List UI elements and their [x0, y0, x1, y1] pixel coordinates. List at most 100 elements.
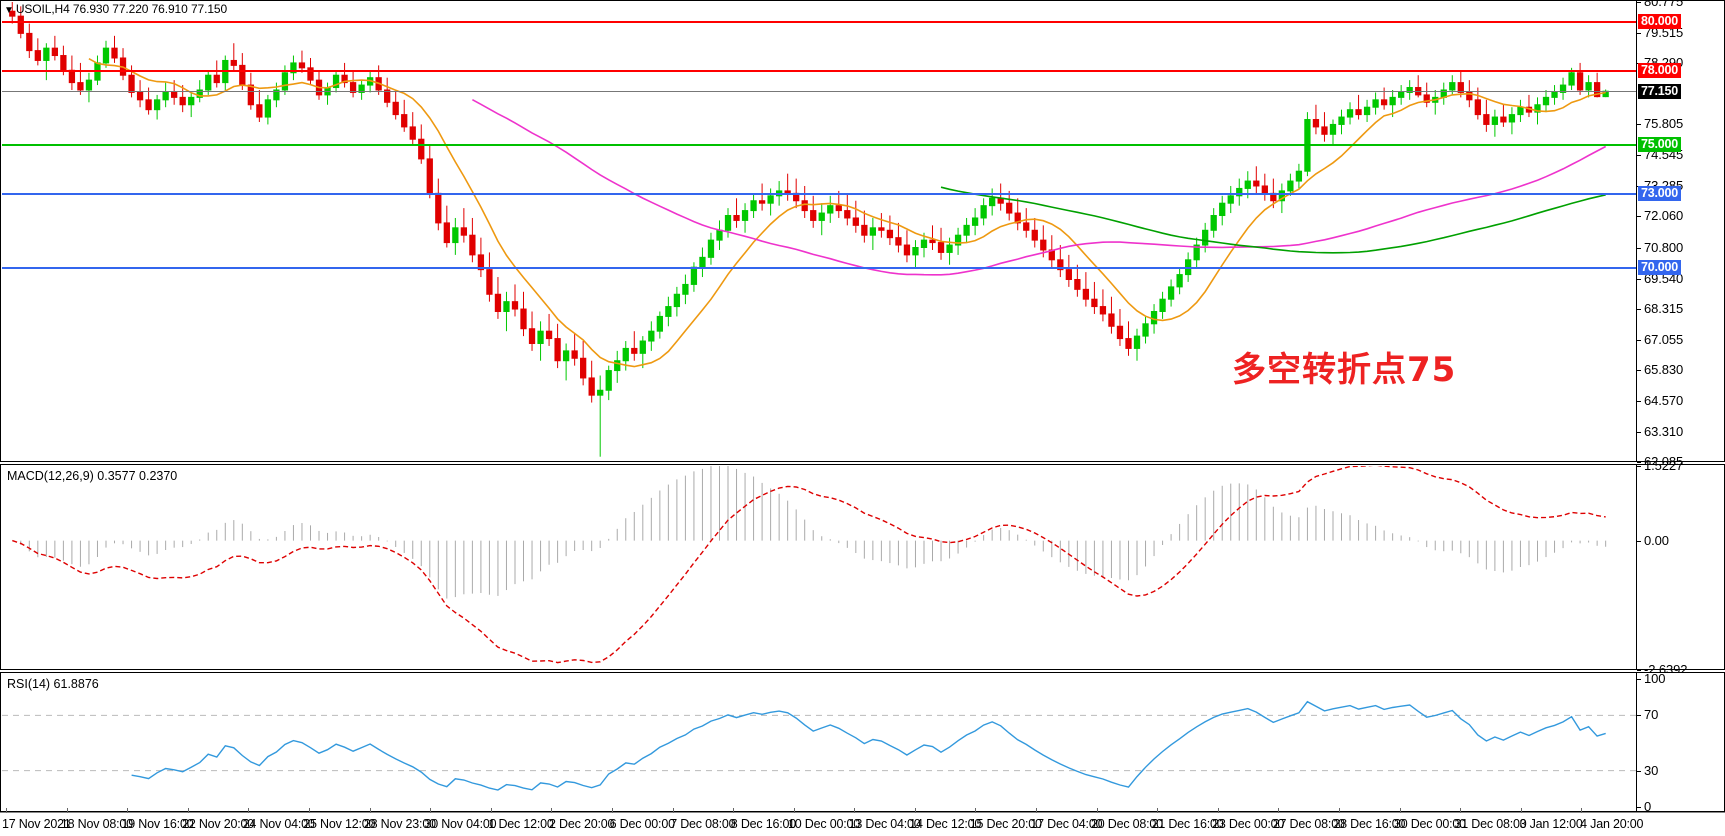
symbol-header: ▼ USOIL,H4 76.930 77.220 76.910 77.150 — [4, 2, 227, 16]
price-level-badge-pivot[interactable]: 75.000 — [1638, 137, 1682, 153]
price-axis-tick: 74.545 — [1637, 147, 1725, 162]
time-axis-tick-label: 23 Dec 00:00 — [1212, 817, 1285, 831]
price-level-line-support[interactable] — [2, 193, 1636, 196]
macd-plot-area[interactable] — [2, 466, 1636, 668]
price-axis-tick-label: 63.310 — [1644, 423, 1684, 439]
price-axis-tick-label: 67.055 — [1644, 331, 1684, 347]
price-axis-tick: 72.060 — [1637, 208, 1725, 223]
price-level-badge-current-price[interactable]: 77.150 — [1638, 84, 1682, 100]
macd-panel[interactable]: 1.5227 0.00 -2.6392 MACD(12,26,9) 0.3577 0… — [0, 458, 1725, 677]
time-axis-tick-mark — [1036, 808, 1038, 813]
time-axis-tick-mark — [187, 808, 189, 813]
triangle-down-icon[interactable]: ▼ — [4, 5, 14, 16]
price-chart-panel[interactable]: 80.77579.51578.29075.80574.54573.28572.0… — [0, 0, 1725, 469]
rsi-axis-tick-label: 30 — [1644, 762, 1659, 778]
time-axis[interactable]: 17 Nov 2021 18 Nov 08:00 19 Nov 16:00 22 No… — [0, 808, 1725, 836]
macd-axis-tick-label: 1.5227 — [1644, 458, 1684, 473]
price-axis-tick-label: 64.570 — [1644, 392, 1684, 408]
rsi-plot-area[interactable] — [2, 674, 1636, 810]
price-level-badge-resistance[interactable]: 78.000 — [1638, 63, 1682, 79]
time-axis-tick-label: 4 Jan 20:00 — [1580, 817, 1644, 831]
time-axis-tick-label: 28 Dec 16:00 — [1333, 817, 1406, 831]
rsi-axis-tick: 100 — [1637, 671, 1725, 686]
time-axis-tick-label: 25 Nov 12:00 — [303, 817, 376, 831]
price-axis-tick-label: 75.805 — [1644, 116, 1684, 132]
rsi-axis-tick: 30 — [1637, 763, 1725, 778]
price-level-line-support[interactable] — [2, 267, 1636, 270]
price-level-line-pivot[interactable] — [2, 144, 1636, 147]
rsi-axis-tick: 70 — [1637, 707, 1725, 722]
macd-axis-tick: 0.00 — [1637, 533, 1725, 548]
rsi-header: RSI(14) 61.8876 — [7, 677, 99, 691]
time-axis-tick-label: 1 Dec 12:00 — [488, 817, 554, 831]
price-axis[interactable]: 80.77579.51578.29075.80574.54573.28572.0… — [1636, 0, 1725, 469]
rsi-series-svg — [2, 700, 1636, 791]
rsi-panel[interactable]: 100 70 30 0 RSI(14) 61.8876 — [0, 671, 1725, 814]
price-level-line-resistance[interactable] — [2, 21, 1636, 24]
time-axis-tick-mark — [1581, 808, 1583, 813]
time-axis-tick-label: 10 Dec 00:00 — [788, 817, 860, 831]
price-axis-tick: 65.830 — [1637, 362, 1725, 377]
time-axis-tick-mark — [430, 808, 432, 813]
time-axis-tick-label: 2 Dec 20:00 — [549, 817, 615, 831]
price-plot-area[interactable] — [2, 2, 1636, 460]
price-axis-tick: 67.055 — [1637, 332, 1725, 347]
time-axis-tick-label: 24 Nov 04:00 — [242, 817, 315, 831]
symbol-header-text: USOIL,H4 76.930 77.220 76.910 77.150 — [15, 2, 228, 16]
price-axis-tick: 75.805 — [1637, 116, 1725, 131]
price-axis-tick-label: 65.830 — [1644, 361, 1684, 377]
price-axis-tick: 79.515 — [1637, 25, 1725, 40]
time-axis-tick-mark — [1096, 808, 1098, 813]
time-axis-tick-label: 30 Nov 04:00 — [424, 817, 497, 831]
time-axis-tick-mark — [1278, 808, 1280, 813]
time-axis-tick-mark — [248, 808, 250, 813]
price-axis-tick: 64.570 — [1637, 393, 1725, 408]
time-axis-tick-mark — [1399, 808, 1401, 813]
time-axis-tick-label: 17 Dec 04:00 — [1030, 817, 1103, 831]
time-axis-tick-label: 20 Dec 08:00 — [1090, 817, 1163, 831]
time-axis-tick-label: 28 Nov 23:00 — [363, 817, 436, 831]
price-level-badge-support[interactable]: 73.000 — [1638, 186, 1682, 202]
time-axis-tick-label: 19 Nov 16:00 — [121, 817, 194, 831]
price-level-line-current-price[interactable] — [2, 91, 1636, 93]
macd-axis[interactable]: 1.5227 0.00 -2.6392 — [1636, 458, 1725, 677]
time-axis-tick-label: 27 Dec 08:00 — [1272, 817, 1345, 831]
time-axis-tick-mark — [66, 808, 68, 813]
time-axis-tick-label: 3 Jan 12:00 — [1519, 817, 1583, 831]
price-axis-tick: 69.540 — [1637, 271, 1725, 286]
macd-header: MACD(12,26,9) 0.3577 0.2370 — [7, 469, 178, 483]
time-axis-tick-label: 15 Dec 20:00 — [969, 817, 1042, 831]
price-level-badge-support[interactable]: 70.000 — [1638, 260, 1682, 276]
rsi-axis[interactable]: 100 70 30 0 — [1636, 671, 1725, 814]
time-axis-tick-label: 14 Dec 12:00 — [909, 817, 982, 831]
time-axis-tick-mark — [127, 808, 129, 813]
rsi-axis-tick-label: 70 — [1644, 707, 1659, 723]
price-series-svg — [9, 2, 1609, 457]
time-axis-tick-mark — [611, 808, 613, 813]
price-axis-tick: 80.775 — [1637, 0, 1725, 9]
price-level-line-resistance[interactable] — [2, 70, 1636, 73]
price-axis-tick-label: 68.315 — [1644, 300, 1684, 316]
time-axis-tick-mark — [1460, 808, 1462, 813]
time-axis-tick-label: 8 Dec 16:00 — [730, 817, 797, 831]
price-axis-tick-label: 80.775 — [1644, 0, 1684, 9]
time-axis-tick-mark — [6, 808, 7, 813]
price-level-badge-resistance[interactable]: 80.000 — [1638, 14, 1682, 30]
time-axis-tick-mark — [308, 808, 310, 813]
price-axis-tick: 70.800 — [1637, 240, 1725, 255]
time-axis-tick-mark — [733, 808, 735, 813]
time-axis-tick-label: 21 Dec 16:00 — [1151, 817, 1224, 831]
time-axis-tick-mark — [369, 808, 371, 813]
time-axis-tick-mark — [551, 808, 553, 813]
time-axis-tick-label: 31 Dec 08:00 — [1454, 817, 1527, 831]
time-axis-tick-mark — [975, 808, 977, 813]
price-axis-tick: 68.315 — [1637, 301, 1725, 316]
time-axis-tick-mark — [490, 808, 492, 813]
rsi-axis-tick: 0 — [1637, 799, 1725, 814]
time-axis-tick-label: 30 Dec 00:00 — [1393, 817, 1466, 831]
time-axis-tick-mark — [672, 808, 674, 813]
time-axis-tick-label: 18 Nov 08:00 — [60, 817, 133, 831]
rsi-axis-tick-label: 100 — [1644, 671, 1666, 686]
time-axis-tick-label: 17 Nov 2021 — [1, 817, 71, 831]
